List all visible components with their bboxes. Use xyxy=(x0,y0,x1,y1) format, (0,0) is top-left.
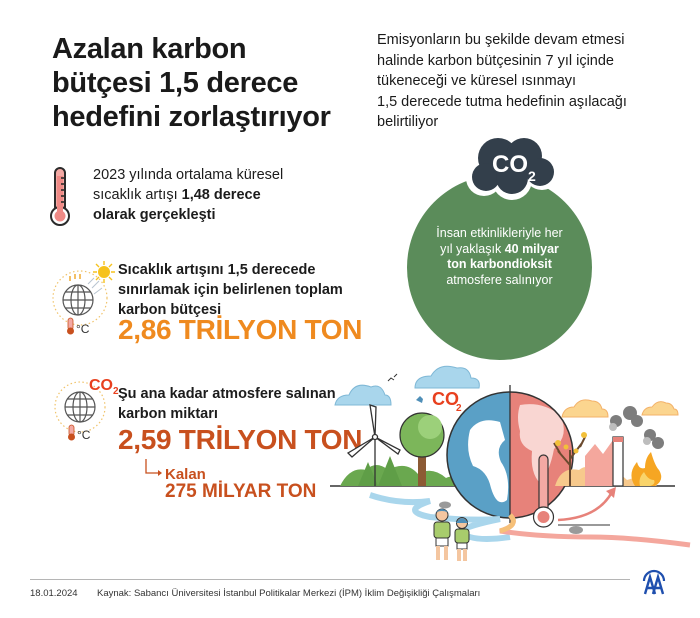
globe-sun-icon: °C xyxy=(52,261,115,336)
co2-emission-circle xyxy=(407,175,592,360)
co2-label: CO2 xyxy=(89,377,119,398)
circle-line: ton karbondioksit xyxy=(447,257,552,271)
globe-co2-icon: °C xyxy=(54,381,106,442)
emitted-value: 2,59 TRİLYON TON xyxy=(118,424,363,455)
svg-text:CO: CO xyxy=(432,389,459,409)
fact-line: Sıcaklık artışını 1,5 derecede xyxy=(118,262,316,278)
arrow-right-icon xyxy=(145,459,162,476)
circle-line: İnsan etkinlikleriyle her xyxy=(436,226,563,240)
svg-text:2: 2 xyxy=(528,168,536,184)
co2-circle-text: İnsan etkinlikleriyle her yıl yaklaşık 4… xyxy=(407,226,592,288)
fact-line: sınırlamak için belirlenen toplam xyxy=(118,282,343,298)
footer-source: Kaynak: Sabancı Üniversitesi İstanbul Po… xyxy=(97,588,481,599)
circle-line: atmosfere salınıyor xyxy=(446,272,553,287)
co2-cloud-icon: CO 2 xyxy=(466,134,560,200)
climate-illustration: CO 2 xyxy=(330,365,691,561)
fact-line: 2023 yılında ortalama küresel xyxy=(93,167,284,183)
lead-line: belirtiliyor xyxy=(377,114,439,130)
svg-text:2: 2 xyxy=(456,403,462,414)
aa-logo-icon xyxy=(642,569,666,595)
lead-paragraph: Emisyonların bu şekilde devam etmesi hal… xyxy=(377,30,627,133)
svg-text:°C: °C xyxy=(77,428,91,442)
fact-budget: Sıcaklık artışını 1,5 derecede sınırlama… xyxy=(118,260,343,320)
fact-highlight: olarak gerçekleşti xyxy=(93,207,216,223)
fact-line: sıcaklık artışı 1,48 derece xyxy=(93,185,283,205)
remaining-label: Kalan xyxy=(165,466,206,483)
lead-line: Emisyonların bu şekilde devam etmesi xyxy=(377,32,625,48)
svg-text:CO: CO xyxy=(492,151,528,178)
fact-temperature: 2023 yılında ortalama küresel sıcaklık a… xyxy=(93,165,283,225)
fact-text: sıcaklık artışı xyxy=(93,187,182,203)
fact-highlight: 1,48 derece xyxy=(181,187,261,203)
circle-line: yıl yaklaşık 40 milyar xyxy=(440,241,559,256)
footer-date: 18.01.2024 xyxy=(30,588,78,599)
footer-divider xyxy=(30,579,630,580)
svg-text:°C: °C xyxy=(76,322,90,336)
lead-line: 1,5 derecede tutma hedefinin aşılacağı xyxy=(377,93,627,110)
lead-line: tükeneceği ve küresel ısınmayı xyxy=(377,73,577,89)
fact-emitted: Şu ana kadar atmosfere salınan karbon mi… xyxy=(118,384,336,424)
fact-line: Şu ana kadar atmosfere salınan xyxy=(118,386,336,402)
headline-line-3: hedefini zorlaştırıyor xyxy=(52,101,331,133)
lead-line: halinde karbon bütçesinin 7 yıl içinde xyxy=(377,52,614,69)
budget-value: 2,86 TRİLYON TON xyxy=(118,314,363,345)
fact-line: karbon bütçesi xyxy=(118,302,222,318)
thermometer-icon xyxy=(50,167,70,226)
headline: Azalan karbon bütçesi 1,5 derece hedefin… xyxy=(52,32,331,134)
remaining-value: 275 MİLYAR TON xyxy=(165,481,317,502)
headline-line-2: bütçesi 1,5 derece xyxy=(52,67,299,99)
fact-line: olarak gerçekleşti xyxy=(93,205,283,225)
headline-line-1: Azalan karbon xyxy=(52,33,247,65)
fact-line: karbon miktarı xyxy=(118,406,218,422)
